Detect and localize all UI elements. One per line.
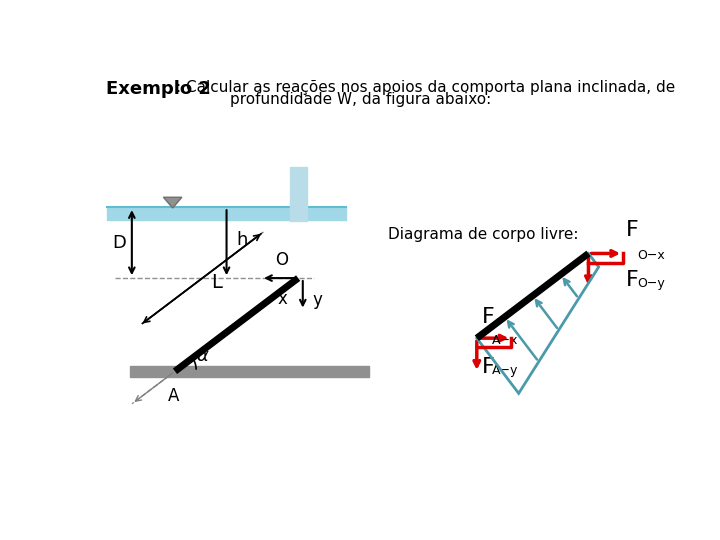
Text: A: A: [168, 387, 179, 404]
Text: x: x: [278, 291, 288, 308]
Text: D: D: [112, 234, 127, 252]
Text: Exemplo 2: Exemplo 2: [106, 80, 210, 98]
Text: L: L: [211, 273, 222, 292]
Bar: [130, 366, 369, 377]
Polygon shape: [163, 197, 182, 208]
Text: Diagrama de corpo livre:: Diagrama de corpo livre:: [388, 227, 579, 242]
Text: A−y: A−y: [492, 363, 518, 376]
Text: O: O: [275, 251, 288, 269]
Text: O−x: O−x: [637, 249, 665, 262]
Text: h: h: [237, 231, 248, 248]
Text: F: F: [626, 271, 639, 291]
Text: F: F: [482, 307, 494, 327]
Text: : Calcular as reações nos apoios da comporta plana inclinada, de: : Calcular as reações nos apoios da comp…: [176, 80, 676, 95]
Text: F: F: [482, 357, 494, 377]
Text: α: α: [197, 347, 208, 365]
Text: F: F: [626, 220, 639, 240]
Text: profundidade W, da figura abaixo:: profundidade W, da figura abaixo:: [230, 92, 492, 107]
Text: y: y: [312, 291, 322, 309]
Text: O−y: O−y: [637, 276, 665, 289]
Text: A−x: A−x: [492, 334, 518, 347]
Bar: [107, 207, 346, 220]
Bar: [290, 167, 307, 221]
